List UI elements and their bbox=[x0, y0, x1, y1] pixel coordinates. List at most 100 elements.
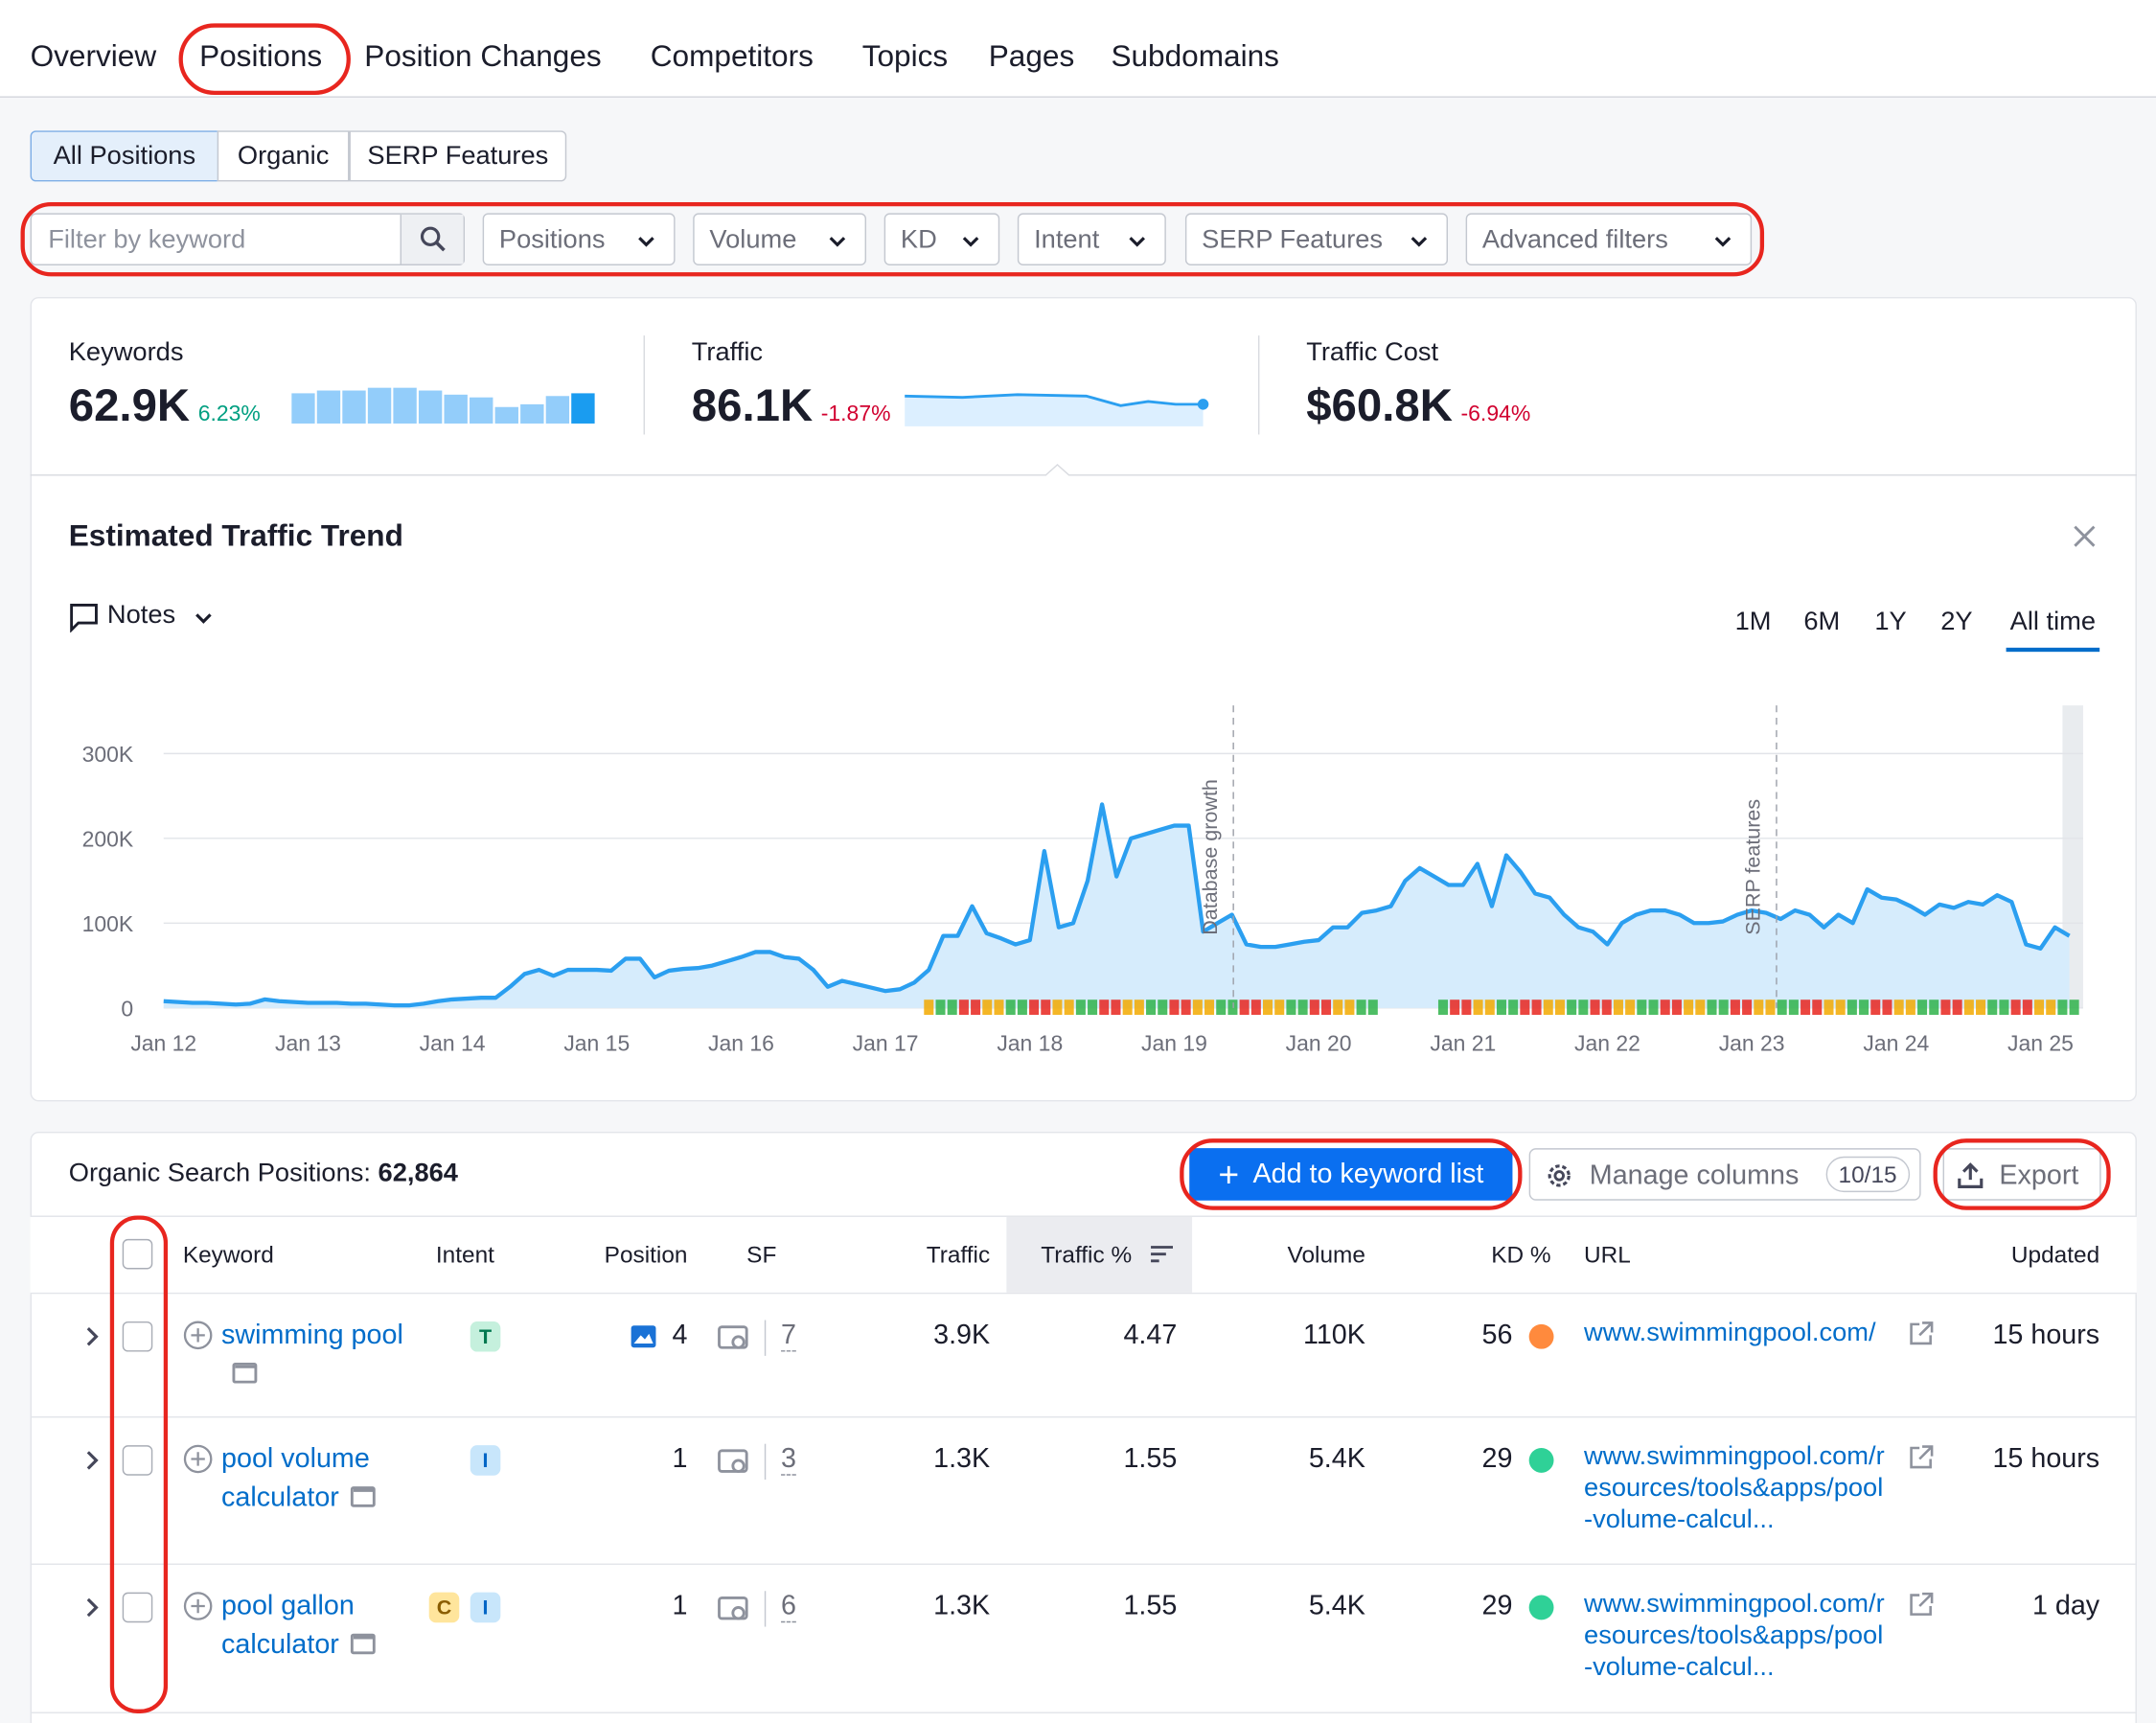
range-button[interactable]: 6M bbox=[1803, 608, 1841, 637]
keyword-filter[interactable]: Filter by keyword bbox=[30, 213, 466, 265]
checkbox[interactable] bbox=[122, 1445, 153, 1476]
intent-badge: I bbox=[470, 1445, 501, 1476]
kd-cell: 29 bbox=[1481, 1443, 1513, 1475]
chevron-icon bbox=[1411, 237, 1428, 247]
cell-divider bbox=[764, 1591, 767, 1627]
keyword-link[interactable]: swimming pool bbox=[221, 1320, 403, 1351]
column-header[interactable]: Updated bbox=[2010, 1241, 2100, 1269]
nav-tab[interactable]: Subdomains bbox=[1111, 38, 1279, 74]
metric-row: $60.8K -6.94% bbox=[1306, 379, 1530, 432]
expand-icon[interactable] bbox=[82, 1597, 102, 1619]
metric-value: 62.9K bbox=[68, 379, 191, 431]
range-button[interactable]: All time bbox=[2009, 608, 2097, 637]
traffic-pct-cell: 4.47 bbox=[1123, 1320, 1178, 1351]
metric-change: -6.94% bbox=[1460, 402, 1531, 426]
notes-button[interactable]: Notes bbox=[106, 601, 176, 631]
row-divider bbox=[30, 1712, 2137, 1713]
sf-cell[interactable]: 6 bbox=[781, 1591, 797, 1623]
checkbox[interactable] bbox=[122, 1592, 153, 1623]
external-link-icon bbox=[1910, 1321, 1934, 1345]
range-button[interactable]: 2Y bbox=[1940, 608, 1973, 637]
intent-badge: I bbox=[470, 1592, 501, 1623]
sub-tab[interactable]: Organic bbox=[217, 130, 350, 182]
button-label: Export bbox=[1999, 1160, 2079, 1191]
cell-divider bbox=[764, 1320, 767, 1356]
nav-tab[interactable]: Pages bbox=[988, 38, 1075, 74]
metric-label: Keywords bbox=[68, 337, 184, 368]
url-cell[interactable]: www.swimmingpool.com/resources/tools&app… bbox=[1584, 1589, 1885, 1682]
dropdown-label: SERP Features bbox=[1202, 225, 1384, 255]
column-header[interactable]: Volume bbox=[1287, 1241, 1365, 1269]
dropdown-label: Advanced filters bbox=[1481, 225, 1668, 255]
serp-snapshot-icon bbox=[350, 1633, 376, 1655]
traffic-cell: 3.9K bbox=[933, 1320, 991, 1351]
expand-icon[interactable] bbox=[82, 1325, 102, 1347]
nav-tab[interactable]: Position Changes bbox=[364, 38, 602, 74]
keyword-cell: pool gallon calculator bbox=[221, 1587, 407, 1664]
checkbox[interactable] bbox=[122, 1321, 153, 1352]
filter-dropdown[interactable]: Intent bbox=[1017, 213, 1166, 265]
manage-columns-button[interactable]: Manage columns 10/15 bbox=[1528, 1148, 1921, 1201]
column-header[interactable]: Keyword bbox=[182, 1241, 274, 1269]
updated-cell: 1 day bbox=[2031, 1591, 2100, 1621]
top-bar bbox=[0, 0, 2156, 98]
add-to-list-button[interactable]: + Add to keyword list bbox=[1189, 1148, 1513, 1201]
keyword-link[interactable]: pool gallon calculator bbox=[221, 1591, 355, 1660]
sub-tab-label: Organic bbox=[237, 141, 330, 171]
search-button[interactable] bbox=[400, 214, 464, 264]
close-icon[interactable] bbox=[2072, 524, 2097, 549]
metric-value: $60.8K bbox=[1306, 379, 1453, 431]
filter-dropdown[interactable]: SERP Features bbox=[1184, 213, 1449, 265]
serp-snapshot-icon bbox=[350, 1486, 376, 1507]
column-header[interactable]: Traffic % bbox=[1041, 1241, 1133, 1269]
sort-icon bbox=[1151, 1246, 1174, 1263]
kd-dot bbox=[1528, 1448, 1554, 1473]
range-button[interactable]: 1M bbox=[1734, 608, 1772, 637]
separator bbox=[30, 474, 2137, 476]
position-cell: 4 bbox=[672, 1320, 688, 1351]
metric-change: 6.23% bbox=[197, 402, 261, 426]
nav-tab[interactable]: Topics bbox=[861, 38, 949, 74]
export-button[interactable]: Export bbox=[1942, 1148, 2101, 1201]
filter-dropdown[interactable]: Advanced filters bbox=[1465, 213, 1753, 265]
sub-tab[interactable]: All Positions bbox=[30, 130, 219, 182]
sub-tab-label: SERP Features bbox=[367, 141, 549, 171]
metric-label: Traffic Cost bbox=[1306, 337, 1439, 368]
updated-cell: 15 hours bbox=[1992, 1320, 2100, 1351]
nav-tab[interactable]: Positions bbox=[199, 38, 323, 74]
keyword-link[interactable]: pool volume calculator bbox=[221, 1443, 370, 1513]
column-header[interactable]: Position bbox=[604, 1241, 688, 1269]
checkbox[interactable] bbox=[122, 1238, 153, 1270]
column-header[interactable]: Intent bbox=[435, 1241, 494, 1269]
dropdown-label: Positions bbox=[498, 225, 606, 255]
sf-cell[interactable]: 3 bbox=[781, 1443, 797, 1476]
intent-badge: C bbox=[428, 1592, 460, 1623]
nav-tab[interactable]: Overview bbox=[30, 38, 157, 74]
chevron-icon bbox=[195, 613, 212, 624]
column-header[interactable]: Traffic bbox=[926, 1241, 991, 1269]
sf-cell[interactable]: 7 bbox=[781, 1320, 797, 1352]
kd-cell: 56 bbox=[1481, 1320, 1513, 1351]
metric-row: 62.9K 6.23% bbox=[69, 379, 261, 432]
filter-dropdown[interactable]: Volume bbox=[693, 213, 867, 265]
gear-icon bbox=[1548, 1164, 1571, 1187]
table-caption: Organic Search Positions: 62,864 bbox=[69, 1160, 458, 1190]
url-cell[interactable]: www.swimmingpool.com/ bbox=[1584, 1319, 1876, 1348]
sub-tab[interactable]: SERP Features bbox=[349, 130, 567, 182]
trend-title: Estimated Traffic Trend bbox=[68, 517, 403, 553]
export-icon bbox=[1958, 1162, 1984, 1188]
column-header[interactable]: URL bbox=[1584, 1241, 1631, 1269]
expand-icon[interactable] bbox=[82, 1449, 102, 1471]
filter-dropdown[interactable]: KD bbox=[883, 213, 1000, 265]
notch bbox=[1044, 464, 1070, 476]
url-cell[interactable]: www.swimmingpool.com/resources/tools&app… bbox=[1584, 1442, 1885, 1535]
column-header[interactable]: SF bbox=[746, 1241, 777, 1269]
column-header[interactable]: KD % bbox=[1491, 1241, 1551, 1269]
kd-cell: 29 bbox=[1481, 1591, 1513, 1621]
nav-tab[interactable]: Competitors bbox=[650, 38, 814, 74]
filter-dropdown[interactable]: Positions bbox=[482, 213, 676, 265]
volume-cell: 5.4K bbox=[1308, 1591, 1365, 1621]
range-button[interactable]: 1Y bbox=[1874, 608, 1907, 637]
kd-dot bbox=[1528, 1595, 1554, 1620]
